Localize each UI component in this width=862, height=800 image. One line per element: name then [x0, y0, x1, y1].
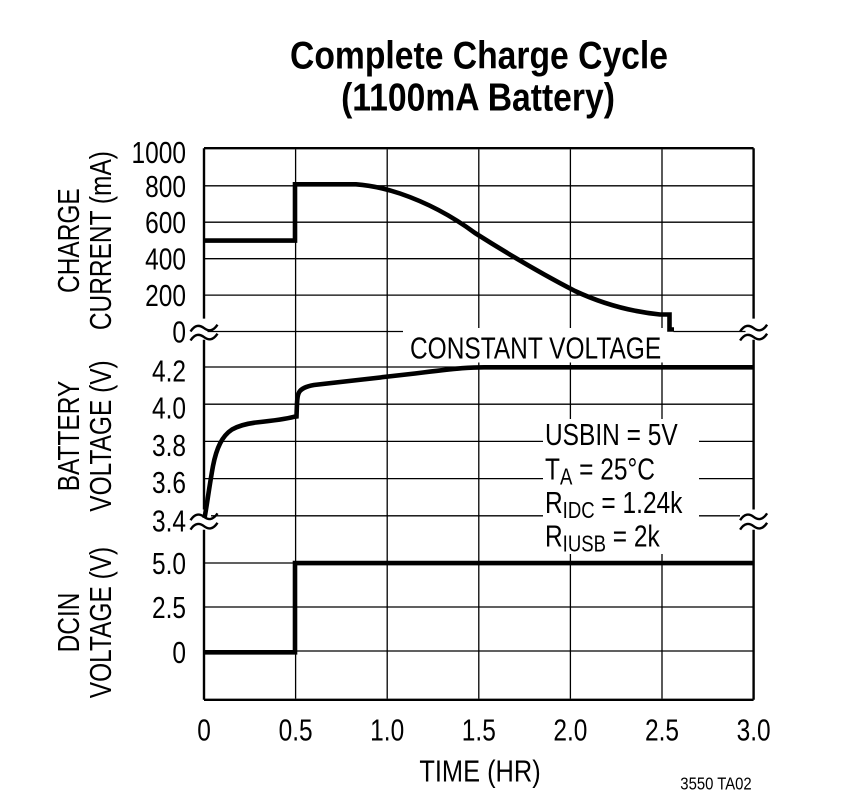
svg-text:4.2: 4.2	[152, 354, 186, 388]
svg-text:1.0: 1.0	[370, 713, 404, 747]
svg-text:200: 200	[145, 278, 186, 312]
svg-text:1.5: 1.5	[462, 713, 496, 747]
svg-text:3.4: 3.4	[152, 504, 186, 538]
svg-text:600: 600	[145, 205, 186, 239]
svg-text:0.5: 0.5	[279, 713, 313, 747]
svg-text:BATTERY: BATTERY	[51, 380, 85, 491]
svg-text:3.0: 3.0	[737, 713, 771, 747]
svg-text:2.0: 2.0	[553, 713, 587, 747]
svg-text:2.5: 2.5	[152, 590, 186, 624]
svg-text:5.0: 5.0	[152, 546, 186, 580]
svg-text:3.6: 3.6	[152, 465, 186, 499]
svg-text:Complete Charge Cycle: Complete Charge Cycle	[290, 33, 668, 77]
svg-text:DCIN: DCIN	[51, 593, 85, 653]
svg-text:1000: 1000	[132, 135, 186, 169]
svg-text:CHARGE: CHARGE	[51, 188, 85, 293]
svg-text:0: 0	[172, 315, 186, 349]
svg-text:CURRENT (mA): CURRENT (mA)	[83, 151, 117, 330]
svg-text:800: 800	[145, 169, 186, 203]
svg-text:2.5: 2.5	[645, 713, 679, 747]
svg-text:3.8: 3.8	[152, 428, 186, 462]
svg-text:3550 TA02: 3550 TA02	[680, 774, 751, 793]
svg-text:VOLTAGE (V): VOLTAGE (V)	[83, 547, 117, 698]
svg-text:400: 400	[145, 242, 186, 276]
svg-text:USBIN = 5V: USBIN = 5V	[545, 417, 678, 451]
svg-text:0: 0	[197, 713, 211, 747]
svg-text:VOLTAGE (V): VOLTAGE (V)	[83, 360, 117, 511]
svg-text:CONSTANT VOLTAGE: CONSTANT VOLTAGE	[410, 331, 661, 365]
svg-text:0: 0	[172, 635, 186, 669]
svg-text:4.0: 4.0	[152, 391, 186, 425]
svg-text:TIME (HR): TIME (HR)	[419, 754, 540, 789]
svg-text:(1100mA Battery): (1100mA Battery)	[341, 75, 615, 119]
